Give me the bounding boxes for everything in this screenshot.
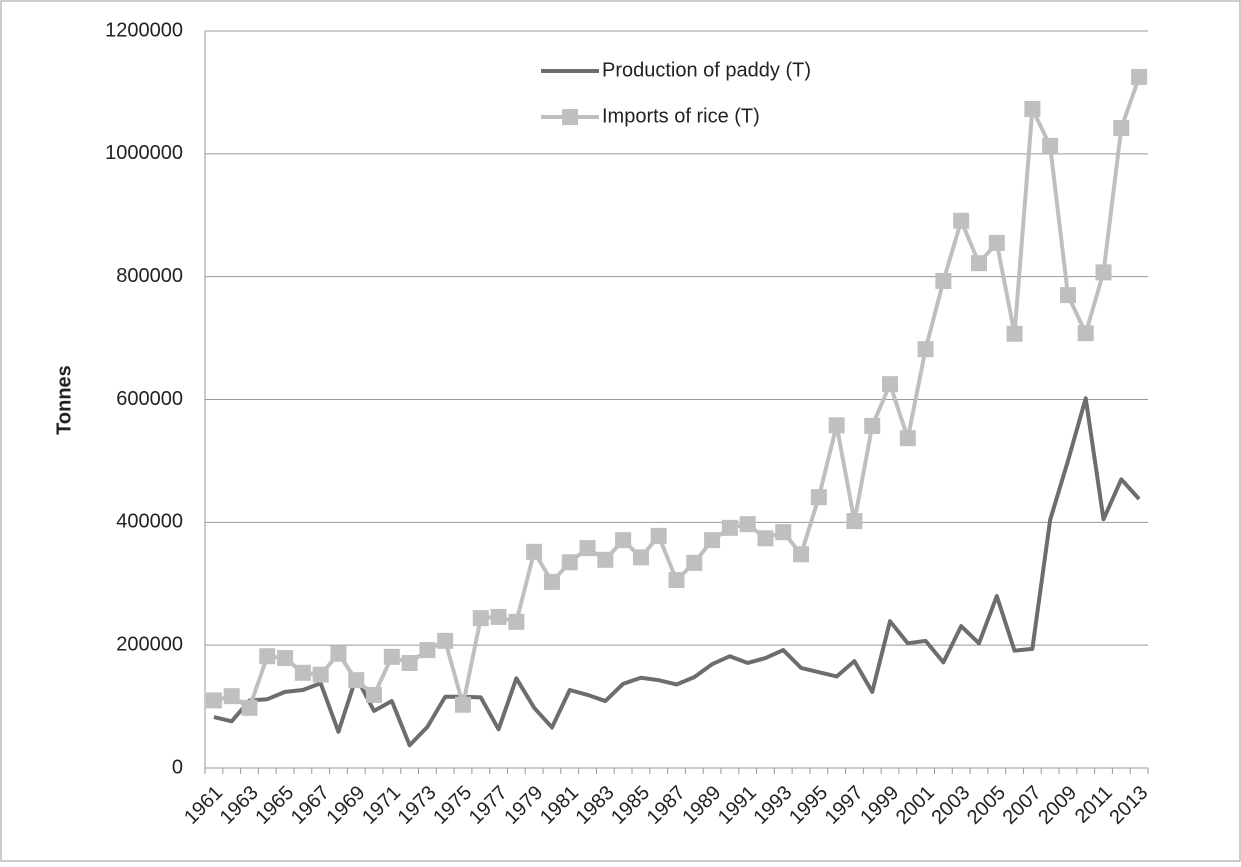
data-point [348, 672, 365, 689]
y-tick-label: 800000 [116, 265, 183, 287]
legend-marker [562, 109, 578, 125]
data-point [632, 549, 649, 566]
data-point [899, 430, 916, 447]
y-tick-label: 1000000 [105, 142, 183, 164]
data-point [668, 572, 685, 589]
data-point [721, 519, 738, 536]
data-point [312, 666, 329, 683]
data-point [597, 551, 614, 568]
data-point [277, 650, 294, 667]
legend-label: Imports of rice (T) [602, 105, 760, 127]
data-point [508, 613, 525, 630]
data-point [739, 516, 756, 533]
data-point [330, 645, 347, 662]
data-point [775, 524, 792, 541]
data-point [1006, 325, 1023, 342]
data-point [882, 376, 899, 393]
data-point [864, 417, 881, 434]
data-point [223, 688, 240, 705]
data-point [472, 610, 489, 627]
data-point [793, 546, 810, 563]
y-tick-label: 400000 [116, 511, 183, 533]
data-point [1113, 120, 1130, 137]
data-point [757, 530, 774, 547]
data-point [846, 513, 863, 530]
data-point [383, 648, 400, 665]
data-point [988, 234, 1005, 251]
legend-label: Production of paddy (T) [602, 59, 811, 81]
data-point [366, 686, 383, 703]
y-axis-label: Tonnes [53, 365, 75, 435]
data-point [1077, 325, 1094, 342]
data-point [1131, 69, 1148, 86]
data-point [437, 632, 454, 649]
data-point [419, 642, 436, 659]
data-point [561, 554, 578, 571]
y-tick-label: 200000 [116, 633, 183, 655]
data-point [650, 527, 667, 544]
data-point [828, 417, 845, 434]
data-point [686, 554, 703, 571]
data-point [526, 543, 543, 560]
y-tick-label: 600000 [116, 388, 183, 410]
y-tick-label: 1200000 [105, 19, 183, 41]
data-point [454, 696, 471, 713]
data-point [401, 654, 418, 671]
data-point [1059, 287, 1076, 304]
data-point [970, 255, 987, 272]
y-tick-label: 0 [172, 756, 183, 778]
data-point [490, 608, 507, 625]
data-point [615, 532, 632, 549]
data-point [704, 532, 721, 549]
data-point [1095, 264, 1112, 281]
data-point [543, 573, 560, 590]
data-point [1024, 100, 1041, 117]
data-point [294, 664, 311, 681]
data-point [205, 692, 222, 709]
data-point [917, 341, 934, 358]
data-point [259, 648, 276, 665]
data-point [1042, 137, 1059, 154]
data-point [935, 272, 952, 289]
data-point [241, 699, 258, 716]
data-point [953, 212, 970, 229]
data-point [810, 489, 827, 506]
data-point [579, 540, 596, 557]
